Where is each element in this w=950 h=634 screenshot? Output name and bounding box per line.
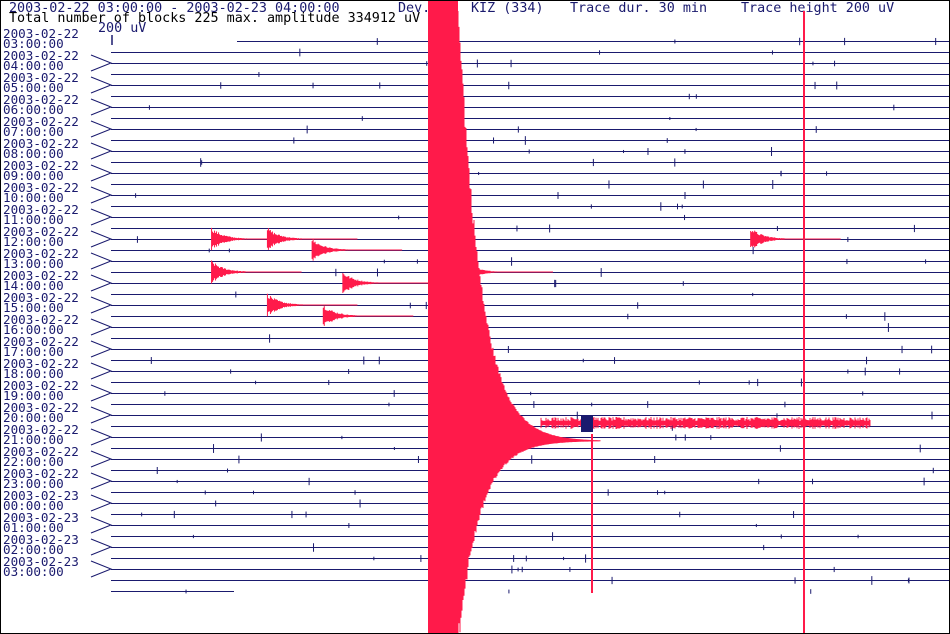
hour-chevron [90,252,113,270]
time-label: 19:00:00 [3,388,64,403]
trace-height-label: Trace height 200 uV [741,1,895,16]
time-label: 00:00:00 [3,498,64,513]
time-label: 16:00:00 [3,322,64,337]
time-label: 03:00:00 [3,36,64,51]
time-label: 04:00:00 [3,58,64,73]
date-label: 2003-02-22 [3,466,79,481]
date-label: 2003-02-22 [3,246,79,261]
time-label: 02:00:00 [3,542,64,557]
date-label: 2003-02-23 [3,532,79,547]
device-label: Dev. [398,1,431,16]
hour-chevron [90,186,113,204]
time-label: 12:00:00 [3,234,64,249]
date-label: 2003-02-22 [3,180,79,195]
time-label: 20:00:00 [3,410,64,425]
date-label: 2003-02-22 [3,422,79,437]
main-quake-core [428,1,458,633]
time-label: 17:00:00 [3,344,64,359]
date-label: 2003-02-22 [3,268,79,283]
scale-label: 200 uV [98,21,147,36]
date-label: 2003-02-22 [3,92,79,107]
date-label: 2003-02-23 [3,554,79,569]
time-label: 11:00:00 [3,212,64,227]
hour-chevron [90,318,113,336]
hour-chevron [90,538,113,556]
time-range-label: 2003-02-22 03:00:00 - 2003-02-23 04:00:0… [9,1,340,16]
date-label: 2003-02-23 [3,488,79,503]
hour-chevron [90,340,113,358]
hour-chevron [90,406,113,424]
hour-chevron [90,384,113,402]
date-label: 2003-02-22 [3,70,79,85]
time-label: 15:00:00 [3,300,64,315]
time-label: 14:00:00 [3,278,64,293]
time-label: 08:00:00 [3,146,64,161]
hour-chevron [90,274,113,292]
date-label: 2003-02-23 [3,510,79,525]
trace-duration-label: Trace dur. 30 min [570,1,708,16]
hour-chevron [90,208,113,226]
event-bursts [211,11,841,633]
date-label: 2003-02-22 [3,158,79,173]
hour-chevron [90,296,113,314]
time-label: 09:00:00 [3,168,64,183]
time-label: 18:00:00 [3,366,64,381]
main-quake-decay [457,11,601,633]
hour-chevron [90,560,113,578]
time-label: 06:00:00 [3,102,64,117]
date-label: 2003-02-22 [3,334,79,349]
time-labels: 2003-02-2203:00:002003-02-2204:00:002003… [3,26,113,579]
time-label: 07:00:00 [3,124,64,139]
blocks-info-label: Total number of blocks 225 max. amplitud… [9,11,421,26]
hour-chevron [90,450,113,468]
hour-chevron [90,54,113,72]
hour-chevron [90,230,113,248]
time-label: 13:00:00 [3,256,64,271]
date-label: 2003-02-22 [3,400,79,415]
date-label: 2003-02-22 [3,114,79,129]
trace-lines [111,37,949,594]
time-label: 22:00:00 [3,454,64,469]
date-label: 2003-02-22 [3,312,79,327]
hour-chevron [90,472,113,490]
date-label: 2003-02-22 [3,224,79,239]
main-quake [428,1,871,633]
hour-chevron [90,428,113,446]
date-label: 2003-02-22 [3,290,79,305]
main-quake-coda [540,417,871,429]
time-label: 03:00:00 [3,564,64,579]
date-label: 2003-02-22 [3,356,79,371]
hour-chevron [90,120,113,138]
hour-chevron [90,164,113,182]
date-label: 2003-02-22 [3,378,79,393]
time-label: 21:00:00 [3,432,64,447]
main-quake-blue-block [581,415,593,432]
date-label: 2003-02-22 [3,26,79,41]
date-label: 2003-02-22 [3,202,79,217]
time-label: 01:00:00 [3,520,64,535]
time-label: 10:00:00 [3,190,64,205]
hour-chevron [90,516,113,534]
station-label: KIZ (334) [471,1,544,16]
time-label: 23:00:00 [3,476,64,491]
date-label: 2003-02-22 [3,136,79,151]
date-label: 2003-02-22 [3,444,79,459]
hour-chevron [90,362,113,380]
hour-chevron [90,142,113,160]
hour-chevron [90,494,113,512]
hour-chevron [90,76,113,94]
date-label: 2003-02-22 [3,48,79,63]
hour-chevron [90,98,113,116]
time-label: 05:00:00 [3,80,64,95]
